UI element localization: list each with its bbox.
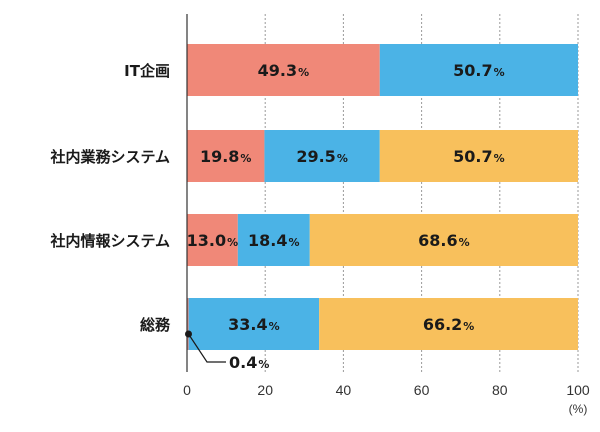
bar-segment-2-0 [187, 214, 238, 266]
value-label-3-2: 66.2% [423, 315, 475, 334]
value-label-2-0: 13.0% [187, 231, 239, 250]
category-label-1: 社内業務システム [49, 148, 170, 166]
value-label-1-2: 50.7% [453, 147, 505, 166]
x-unit-label: (%) [569, 402, 588, 416]
x-tick-60: 60 [414, 382, 430, 398]
value-label-0-0: 49.3% [258, 61, 310, 80]
bar-segment-2-2 [309, 214, 578, 266]
category-label-3: 総務 [140, 316, 171, 334]
category-label-2: 社内情報システム [49, 232, 170, 250]
callout: 0.4% [185, 330, 269, 372]
value-label-3-1: 33.4% [228, 315, 280, 334]
value-label-1-0: 19.8% [200, 147, 252, 166]
bar-segment-3-0 [187, 298, 189, 350]
bar-segment-1-2 [379, 130, 578, 182]
x-tick-20: 20 [257, 382, 273, 398]
bar-segment-0-1 [379, 44, 578, 96]
bar-segment-3-2 [319, 298, 578, 350]
value-label-2-2: 68.6% [418, 231, 470, 250]
category-label-0: IT企画 [124, 62, 170, 80]
bar-segment-0-0 [187, 44, 380, 96]
x-tick-40: 40 [336, 382, 352, 398]
x-axis: 0 20 40 60 80 100 (%) [183, 14, 590, 416]
x-tick-100: 100 [566, 382, 590, 398]
bar-segment-3-1 [188, 298, 320, 350]
bar-segments [187, 44, 578, 350]
bar-segment-1-0 [187, 130, 265, 182]
callout-label: 0.4% [229, 353, 269, 372]
x-tick-80: 80 [492, 382, 508, 398]
value-label-1-1: 29.5% [296, 147, 348, 166]
bar-segment-1-1 [264, 130, 380, 182]
value-label-2-1: 18.4% [248, 231, 300, 250]
value-label-0-1: 50.7% [453, 61, 505, 80]
callout-line [187, 333, 226, 363]
bar-segment-2-1 [237, 214, 310, 266]
value-labels: 49.3% 50.7% 19.8% 29.5% 50.7% 13.0% 18.4% 68.6%… [187, 61, 505, 334]
x-tick-0: 0 [183, 382, 191, 398]
